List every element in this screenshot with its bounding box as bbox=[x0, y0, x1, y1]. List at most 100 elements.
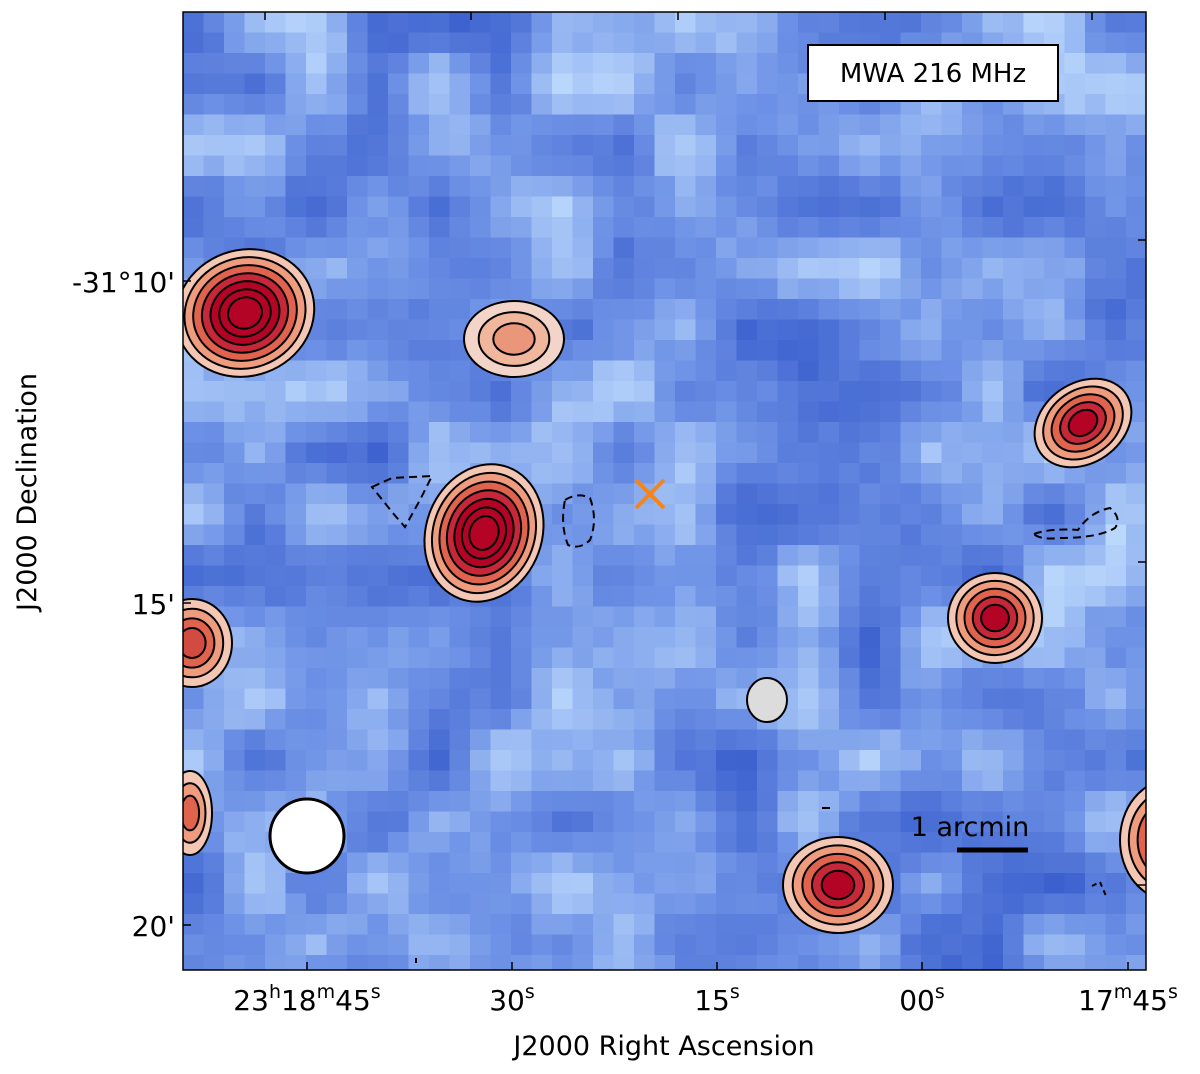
noise-pixel bbox=[695, 606, 717, 628]
noise-pixel bbox=[634, 401, 656, 423]
noise-pixel bbox=[470, 750, 492, 772]
noise-pixel bbox=[326, 647, 348, 669]
noise-pixel bbox=[613, 668, 635, 690]
noise-pixel bbox=[511, 914, 533, 936]
source-contour bbox=[183, 794, 201, 832]
noise-pixel bbox=[1044, 565, 1066, 587]
noise-pixel bbox=[306, 688, 328, 710]
noise-pixel bbox=[593, 955, 615, 970]
source-contour bbox=[492, 322, 536, 356]
noise-pixel bbox=[408, 709, 430, 731]
noise-pixel bbox=[388, 340, 410, 362]
noise-pixel bbox=[818, 688, 840, 710]
noise-pixel bbox=[388, 176, 410, 198]
noise-pixel bbox=[408, 873, 430, 895]
source-contour bbox=[1127, 798, 1146, 882]
noise-pixel bbox=[921, 668, 943, 690]
noise-pixel bbox=[675, 545, 697, 567]
noise-pixel bbox=[572, 237, 594, 259]
noise-pixel bbox=[244, 832, 266, 854]
noise-pixel bbox=[408, 647, 430, 669]
noise-pixel bbox=[265, 217, 287, 239]
noise-pixel bbox=[839, 278, 861, 300]
noise-pixel bbox=[511, 873, 533, 895]
noise-pixel bbox=[859, 586, 881, 608]
noise-pixel bbox=[1085, 73, 1107, 95]
noise-pixel bbox=[572, 217, 594, 239]
noise-pixel bbox=[900, 340, 922, 362]
noise-pixel bbox=[408, 155, 430, 177]
noise-pixel bbox=[962, 893, 984, 915]
noise-pixel bbox=[982, 791, 1004, 813]
noise-pixel bbox=[593, 934, 615, 956]
noise-pixel bbox=[449, 401, 471, 423]
noise-pixel bbox=[921, 873, 943, 895]
source-fill bbox=[1068, 409, 1098, 437]
noise-pixel bbox=[203, 176, 225, 198]
noise-pixel bbox=[449, 94, 471, 116]
noise-pixel bbox=[613, 688, 635, 710]
noise-pixel bbox=[552, 647, 574, 669]
noise-pixel bbox=[572, 299, 594, 321]
noise-pixel bbox=[388, 12, 410, 34]
noise-pixel bbox=[777, 442, 799, 464]
noise-pixel bbox=[880, 463, 902, 485]
noise-pixel bbox=[982, 934, 1004, 956]
noise-pixel bbox=[285, 483, 307, 505]
noise-pixel bbox=[818, 176, 840, 198]
noise-pixel bbox=[982, 237, 1004, 259]
noise-pixel bbox=[736, 955, 758, 970]
noise-pixel bbox=[777, 955, 799, 970]
noise-pixel bbox=[367, 381, 389, 403]
noise-pixel bbox=[367, 442, 389, 464]
noise-pixel bbox=[716, 934, 738, 956]
noise-pixel bbox=[613, 770, 635, 792]
noise-pixel bbox=[367, 360, 389, 382]
noise-pixel bbox=[675, 422, 697, 444]
target-position-marker bbox=[634, 478, 666, 510]
noise-pixel bbox=[818, 155, 840, 177]
noise-pixel bbox=[388, 483, 410, 505]
noise-pixel bbox=[1044, 360, 1066, 382]
noise-pixel bbox=[1105, 791, 1127, 813]
noise-pixel bbox=[183, 914, 205, 936]
noise-pixel bbox=[736, 852, 758, 874]
noise-pixel bbox=[367, 668, 389, 690]
noise-pixel bbox=[880, 135, 902, 157]
noise-pixel bbox=[429, 135, 451, 157]
noise-pixel bbox=[1003, 914, 1025, 936]
noise-pixel bbox=[880, 381, 902, 403]
noise-pixel bbox=[1126, 32, 1146, 54]
noise-pixel bbox=[593, 155, 615, 177]
noise-pixel bbox=[326, 709, 348, 731]
noise-pixel bbox=[695, 12, 717, 34]
noise-pixel bbox=[736, 73, 758, 95]
noise-pixel bbox=[1085, 791, 1107, 813]
noise-pixel bbox=[593, 524, 615, 546]
noise-pixel bbox=[1085, 483, 1107, 505]
noise-pixel bbox=[859, 688, 881, 710]
noise-pixel bbox=[408, 893, 430, 915]
noise-pixel bbox=[1003, 791, 1025, 813]
noise-pixel bbox=[203, 914, 225, 936]
noise-pixel bbox=[1044, 791, 1066, 813]
noise-pixel bbox=[818, 360, 840, 382]
noise-pixel bbox=[798, 688, 820, 710]
noise-pixel bbox=[777, 114, 799, 136]
noise-pixel bbox=[900, 770, 922, 792]
noise-pixel bbox=[511, 422, 533, 444]
noise-pixel bbox=[511, 770, 533, 792]
noise-pixel bbox=[859, 12, 881, 34]
noise-pixel bbox=[183, 565, 205, 587]
noise-pixel bbox=[347, 114, 369, 136]
noise-pixel bbox=[1085, 647, 1107, 669]
noise-pixel bbox=[941, 422, 963, 444]
noise-pixel bbox=[1085, 770, 1107, 792]
noise-pixel bbox=[613, 135, 635, 157]
noise-pixel bbox=[921, 811, 943, 833]
noise-pixel bbox=[593, 196, 615, 218]
noise-pixel bbox=[511, 832, 533, 854]
noise-pixel bbox=[798, 811, 820, 833]
noise-pixel bbox=[388, 565, 410, 587]
